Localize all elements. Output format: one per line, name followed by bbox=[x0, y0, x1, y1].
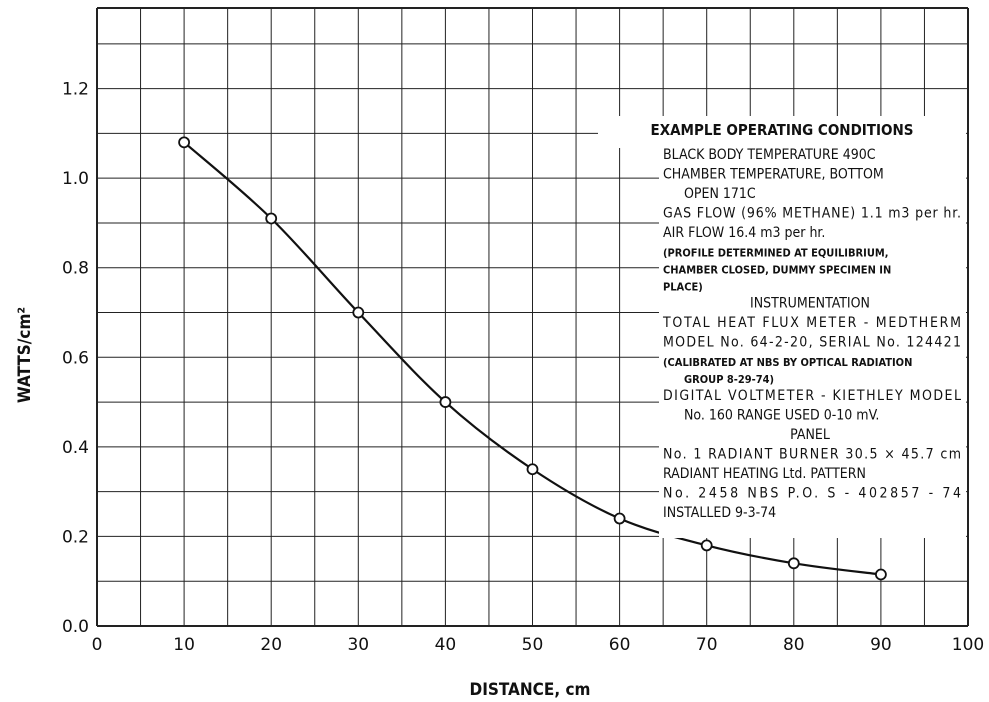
annotation-line: TOTAL HEAT FLUX METER - MEDTHERM bbox=[662, 315, 961, 331]
x-tick-label: 0 bbox=[92, 635, 103, 655]
x-axis-label: DISTANCE, cm bbox=[470, 680, 591, 700]
annotation-line: MODEL No. 64-2-20, SERIAL No. 124421 bbox=[663, 335, 961, 351]
x-tick-label: 50 bbox=[522, 635, 544, 655]
y-tick-label: 1.2 bbox=[62, 80, 89, 100]
y-axis-label: WATTS/cm² bbox=[15, 307, 35, 403]
x-tick-label: 80 bbox=[783, 635, 805, 655]
y-tick-labels: 0.0 0.2 0.4 0.6 0.8 1.0 1.2 bbox=[62, 80, 89, 637]
y-tick-label: 0.8 bbox=[62, 259, 89, 279]
data-point bbox=[700, 539, 713, 552]
y-tick-label: 0.2 bbox=[62, 527, 89, 547]
data-point bbox=[439, 396, 452, 408]
annotation-line: RADIANT HEATING Ltd. PATTERN bbox=[663, 466, 866, 482]
y-tick-label: 0.0 bbox=[62, 617, 89, 637]
x-tick-label: 40 bbox=[435, 635, 457, 655]
annotation-line: BLACK BODY TEMPERATURE 490C bbox=[663, 147, 876, 163]
annotation-line: PLACE) bbox=[663, 281, 703, 294]
x-tick-label: 20 bbox=[260, 635, 282, 655]
data-point bbox=[178, 136, 191, 149]
annotation-line: (PROFILE DETERMINED AT EQUILIBRIUM, bbox=[663, 247, 888, 260]
annotation-line: OPEN 171C bbox=[684, 186, 756, 202]
x-tick-label: 70 bbox=[696, 635, 718, 655]
x-tick-label: 100 bbox=[952, 635, 984, 655]
data-point bbox=[787, 557, 800, 570]
operating-conditions-box: EXAMPLE OPERATING CONDITIONS BLACK BODY T… bbox=[598, 116, 966, 538]
x-tick-label: 60 bbox=[609, 635, 631, 655]
annotation-line: No. 160 RANGE USED 0-10 mV. bbox=[684, 408, 879, 424]
data-point bbox=[352, 306, 365, 319]
x-tick-label: 10 bbox=[173, 635, 195, 655]
data-point bbox=[265, 212, 278, 225]
annotation-line: (CALIBRATED AT NBS BY OPTICAL RADIATION bbox=[663, 356, 912, 369]
annotation-heading: EXAMPLE OPERATING CONDITIONS bbox=[650, 121, 913, 139]
annotation-line: No. 1 RADIANT BURNER 30.5 × 45.7 cm bbox=[663, 447, 961, 463]
x-tick-labels: 0 10 20 30 40 50 60 70 80 90 100 bbox=[92, 635, 985, 655]
annotation-body-bg bbox=[659, 142, 966, 538]
y-tick-label: 1.0 bbox=[62, 169, 89, 189]
series-line-group bbox=[178, 136, 887, 581]
y-tick-label: 0.6 bbox=[62, 348, 89, 368]
annotation-line: CHAMBER CLOSED, DUMMY SPECIMEN IN bbox=[663, 264, 891, 277]
data-point bbox=[526, 463, 539, 476]
annotation-line: DIGITAL VOLTMETER - KIETHLEY MODEL bbox=[663, 388, 961, 404]
annotation-line: GAS FLOW (96% METHANE) 1.1 m3 per hr. bbox=[663, 206, 961, 222]
annotation-line: AIR FLOW 16.4 m3 per hr. bbox=[663, 225, 825, 241]
annotation-line: INSTALLED 9-3-74 bbox=[663, 505, 776, 521]
y-tick-label: 0.4 bbox=[62, 438, 89, 458]
annotation-line: CHAMBER TEMPERATURE, BOTTOM bbox=[663, 167, 884, 183]
data-point bbox=[875, 568, 887, 581]
annotation-line: PANEL bbox=[790, 427, 830, 443]
data-point bbox=[613, 512, 626, 525]
annotation-line: INSTRUMENTATION bbox=[750, 296, 870, 312]
annotation-line: GROUP 8-29-74) bbox=[684, 373, 774, 386]
x-tick-label: 30 bbox=[347, 635, 369, 655]
x-tick-label: 90 bbox=[870, 635, 892, 655]
series-line bbox=[183, 141, 882, 576]
